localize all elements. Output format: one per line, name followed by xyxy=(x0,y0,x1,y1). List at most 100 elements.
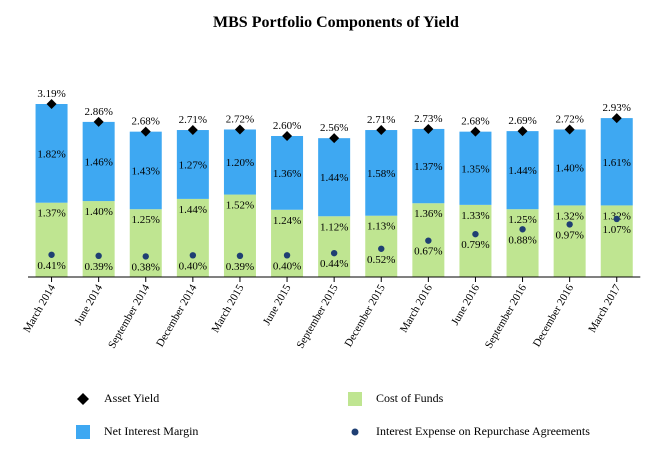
legend-item-cost-of-funds: Cost of Funds xyxy=(348,391,443,406)
cost-of-funds-bar xyxy=(129,209,162,277)
x-tick-label: September 2014 xyxy=(106,282,153,351)
interest-expense-label: 0.39% xyxy=(84,261,112,273)
net-interest-margin-label: 1.20% xyxy=(226,157,254,169)
interest-expense-label: 0.67% xyxy=(414,246,442,258)
interest-expense-marker xyxy=(613,215,620,223)
interest-expense-marker xyxy=(378,245,385,252)
legend-label: Net Interest Margin xyxy=(104,424,199,438)
green-swatch-icon xyxy=(348,391,362,406)
asset-yield-marker xyxy=(611,113,622,124)
interest-expense-marker xyxy=(519,226,526,233)
asset-yield-marker xyxy=(234,124,245,135)
cost-of-funds-bar xyxy=(82,201,115,277)
net-interest-margin-label: 1.44% xyxy=(320,172,348,184)
net-interest-margin-bar xyxy=(176,130,209,199)
legend-label: Asset Yield xyxy=(104,391,160,405)
cost-of-funds-label: 1.24% xyxy=(273,215,301,227)
net-interest-margin-bar xyxy=(129,131,162,210)
asset-yield-label: 2.68% xyxy=(461,116,489,128)
net-interest-margin-bar xyxy=(365,130,398,216)
asset-yield-label: 2.72% xyxy=(555,113,583,125)
net-interest-margin-label: 1.40% xyxy=(555,162,583,174)
asset-yield-label: 2.86% xyxy=(84,106,112,118)
net-interest-margin-label: 1.58% xyxy=(367,168,395,180)
x-tick-label: March 2017 xyxy=(586,282,623,335)
net-interest-margin-label: 1.27% xyxy=(179,159,207,171)
blue-swatch-icon xyxy=(76,424,90,439)
net-interest-margin-bar xyxy=(271,135,304,210)
asset-yield-marker xyxy=(470,126,481,137)
legend-label: Interest Expense on Repurchase Agreement… xyxy=(376,424,590,438)
net-interest-margin-bar xyxy=(82,121,115,202)
interest-expense-label: 0.38% xyxy=(132,261,160,273)
cost-of-funds-label: 1.13% xyxy=(367,221,395,233)
x-tick-label: September 2016 xyxy=(483,282,530,351)
asset-yield-marker xyxy=(517,126,528,137)
x-tick-label: June 2014 xyxy=(72,282,105,327)
x-tick-label: December 2016 xyxy=(531,282,577,349)
net-interest-margin-label: 1.35% xyxy=(461,163,489,175)
cost-of-funds-label: 1.32% xyxy=(555,210,583,222)
cost-of-funds-label: 1.33% xyxy=(461,210,489,222)
net-interest-margin-bar xyxy=(412,128,445,204)
x-tick-label: June 2015 xyxy=(261,282,294,327)
x-tick-label: March 2016 xyxy=(398,282,435,335)
asset-yield-marker xyxy=(423,123,434,134)
asset-yield-label: 2.72% xyxy=(226,113,254,125)
asset-yield-label: 2.71% xyxy=(179,114,207,126)
interest-expense-label: 1.07% xyxy=(603,224,631,236)
net-interest-margin-bar xyxy=(223,129,256,195)
cost-of-funds-label: 1.40% xyxy=(84,206,112,218)
legend-label: Cost of Funds xyxy=(376,391,444,405)
asset-yield-label: 2.73% xyxy=(414,113,442,125)
cost-of-funds-label: 1.44% xyxy=(179,204,207,216)
net-interest-margin-label: 1.44% xyxy=(508,165,536,177)
net-interest-margin-label: 1.36% xyxy=(273,168,301,180)
diamond-icon xyxy=(76,392,90,406)
asset-yield-marker xyxy=(93,116,104,127)
net-interest-margin-label: 1.37% xyxy=(414,161,442,173)
interest-expense-marker xyxy=(48,251,55,258)
asset-yield-marker xyxy=(140,126,151,137)
interest-expense-marker xyxy=(142,253,149,260)
x-tick-label: June 2016 xyxy=(449,282,482,327)
asset-yield-label: 2.93% xyxy=(603,102,631,114)
cost-of-funds-bar xyxy=(553,205,586,277)
x-tick-label: December 2014 xyxy=(154,282,200,349)
asset-yield-label: 2.56% xyxy=(320,122,348,134)
asset-yield-label: 2.71% xyxy=(367,114,395,126)
cost-of-funds-bar xyxy=(35,202,68,277)
cost-of-funds-label: 1.36% xyxy=(414,208,442,220)
interest-expense-label: 0.52% xyxy=(367,254,395,266)
asset-yield-marker xyxy=(376,125,387,136)
asset-yield-label: 3.19% xyxy=(37,88,65,100)
cost-of-funds-bar xyxy=(176,198,209,277)
x-tick-label: March 2014 xyxy=(21,282,58,335)
interest-expense-marker xyxy=(95,252,102,260)
net-interest-margin-bar xyxy=(553,129,586,206)
interest-expense-marker xyxy=(236,252,244,260)
cost-of-funds-label: 1.37% xyxy=(37,208,65,220)
x-tick-label: December 2015 xyxy=(342,282,388,349)
net-interest-margin-bar xyxy=(459,131,492,205)
interest-expense-label: 0.97% xyxy=(555,229,583,241)
cost-of-funds-bar xyxy=(223,194,256,277)
interest-expense-marker xyxy=(472,230,479,238)
net-interest-margin-bar xyxy=(318,138,351,217)
cost-of-funds-bar xyxy=(506,209,539,277)
dot-icon xyxy=(348,425,362,439)
asset-yield-marker xyxy=(282,130,293,141)
cost-of-funds-bar xyxy=(271,209,304,277)
interest-expense-marker xyxy=(566,221,573,228)
net-interest-margin-bar xyxy=(600,118,633,206)
chart-title: MBS Portfolio Components of Yield xyxy=(213,14,459,31)
x-tick-label: March 2015 xyxy=(209,282,246,335)
asset-yield-label: 2.60% xyxy=(273,120,301,132)
asset-yield-marker xyxy=(187,125,198,136)
net-interest-margin-bar xyxy=(35,104,68,203)
cost-of-funds-label: 1.25% xyxy=(508,214,536,226)
asset-yield-marker xyxy=(329,133,340,144)
asset-yield-label: 2.69% xyxy=(508,115,536,127)
x-tick-label: September 2015 xyxy=(294,282,341,351)
